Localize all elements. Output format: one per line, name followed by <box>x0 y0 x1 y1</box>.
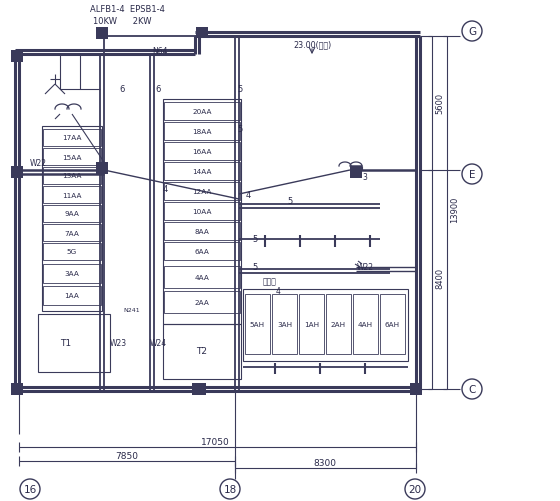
Bar <box>43 224 101 241</box>
Bar <box>43 265 101 284</box>
Text: 5: 5 <box>237 85 242 94</box>
Text: 17AA: 17AA <box>62 135 82 141</box>
Bar <box>164 292 240 313</box>
Bar <box>164 183 240 200</box>
Text: 2AH: 2AH <box>331 321 346 327</box>
Bar <box>11 167 23 179</box>
Bar <box>164 202 240 220</box>
Text: 20: 20 <box>408 484 422 494</box>
Text: 6AH: 6AH <box>385 321 400 327</box>
Text: 5: 5 <box>287 197 293 206</box>
Text: 5AH: 5AH <box>250 321 265 327</box>
Bar <box>245 295 270 354</box>
Bar <box>164 143 240 161</box>
Bar <box>380 295 405 354</box>
Bar <box>192 383 206 395</box>
Text: 3AA: 3AA <box>64 271 80 277</box>
Text: 5: 5 <box>253 235 258 244</box>
Text: E: E <box>469 170 475 180</box>
Text: 8AA: 8AA <box>194 228 209 234</box>
Bar <box>43 243 101 261</box>
Text: 23.00(标高): 23.00(标高) <box>293 41 331 50</box>
Bar <box>11 383 23 395</box>
Text: 5600: 5600 <box>436 92 445 113</box>
Bar <box>164 163 240 181</box>
Bar <box>196 28 208 37</box>
Text: 20AA: 20AA <box>192 109 212 115</box>
Text: 5: 5 <box>253 263 258 272</box>
Bar <box>43 130 101 147</box>
Text: N64: N64 <box>152 48 168 57</box>
Text: ALFB1-4  EPSB1-4: ALFB1-4 EPSB1-4 <box>90 6 165 15</box>
Text: T1: T1 <box>60 339 72 348</box>
Text: W24: W24 <box>150 338 166 347</box>
Text: 4: 4 <box>162 185 167 194</box>
Bar <box>163 324 241 379</box>
Bar <box>164 267 240 289</box>
Bar <box>43 168 101 185</box>
Bar <box>38 314 110 372</box>
Text: W22: W22 <box>357 263 374 272</box>
Text: 17050: 17050 <box>200 438 230 446</box>
Bar <box>164 222 240 240</box>
Bar <box>43 149 101 166</box>
Bar <box>350 167 362 179</box>
Text: 18: 18 <box>223 484 237 494</box>
Bar <box>299 295 324 354</box>
Text: 11AA: 11AA <box>62 192 82 198</box>
Text: 4: 4 <box>245 191 251 200</box>
Text: 6: 6 <box>119 85 125 94</box>
Bar <box>43 287 101 306</box>
Text: 6: 6 <box>155 85 161 94</box>
Text: C: C <box>468 384 475 394</box>
Text: 16: 16 <box>24 484 36 494</box>
Text: G: G <box>468 27 476 37</box>
Text: 18AA: 18AA <box>192 129 212 135</box>
Text: 3: 3 <box>362 173 367 182</box>
Text: 9AA: 9AA <box>64 211 80 217</box>
Bar <box>164 242 240 261</box>
Text: W22: W22 <box>30 158 46 167</box>
Text: 16AA: 16AA <box>192 149 212 155</box>
Text: 8400: 8400 <box>436 267 445 288</box>
Text: 5: 5 <box>237 125 242 134</box>
Text: 8300: 8300 <box>314 458 337 467</box>
Text: T2: T2 <box>197 347 208 356</box>
Bar <box>42 127 102 312</box>
Text: 6AA: 6AA <box>194 248 209 255</box>
Bar <box>96 28 108 40</box>
Text: 12AA: 12AA <box>192 188 212 194</box>
Text: 13AA: 13AA <box>62 173 82 179</box>
Text: 10KW      2KW: 10KW 2KW <box>93 17 151 26</box>
Text: 4: 4 <box>276 287 281 296</box>
Text: 4AA: 4AA <box>194 275 209 281</box>
Bar <box>43 205 101 222</box>
Text: 1AH: 1AH <box>304 321 319 327</box>
Text: 14AA: 14AA <box>192 169 212 175</box>
Text: 7AA: 7AA <box>64 230 80 236</box>
Text: 应急柜: 应急柜 <box>263 277 277 286</box>
Text: 10AA: 10AA <box>192 208 212 214</box>
Bar <box>96 163 108 175</box>
Bar <box>164 123 240 141</box>
Bar <box>326 295 351 354</box>
Text: 13900: 13900 <box>450 196 460 223</box>
Bar <box>243 290 408 361</box>
Text: 2AA: 2AA <box>194 300 209 306</box>
Text: 15AA: 15AA <box>62 154 82 160</box>
Bar <box>353 295 378 354</box>
Bar <box>164 103 240 121</box>
Bar <box>43 187 101 203</box>
Bar <box>272 295 297 354</box>
Text: 3AH: 3AH <box>277 321 292 327</box>
Text: W23: W23 <box>109 338 127 347</box>
Bar <box>11 51 23 63</box>
Text: 1AA: 1AA <box>64 293 80 299</box>
Text: 5G: 5G <box>67 249 77 255</box>
Text: 7850: 7850 <box>115 451 138 460</box>
Text: 4AH: 4AH <box>358 321 373 327</box>
Bar <box>163 100 241 324</box>
Text: N241: N241 <box>124 307 141 312</box>
Bar <box>410 383 422 395</box>
